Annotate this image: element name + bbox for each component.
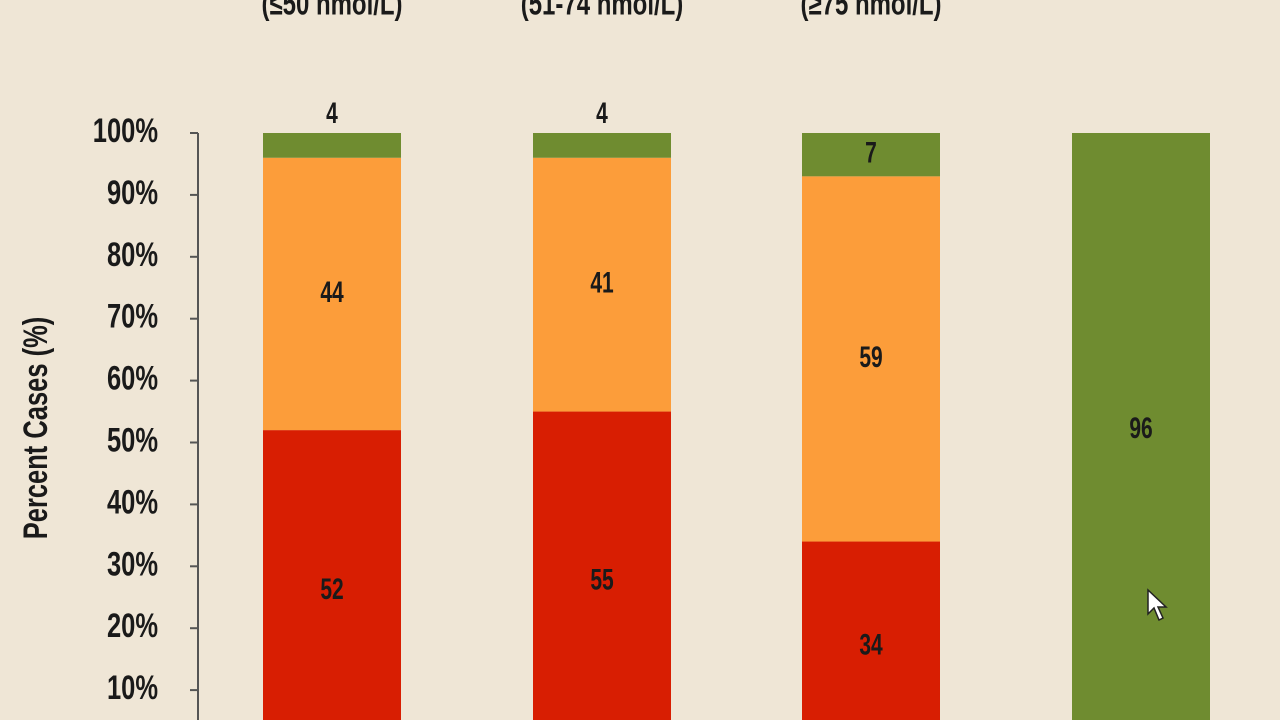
y-tick-label: 50% — [107, 422, 158, 459]
data-label: 55 — [590, 564, 613, 596]
data-label: 7 — [865, 137, 877, 169]
bar-segment — [263, 430, 401, 720]
bar-segment — [533, 133, 671, 158]
data-label: 4 — [326, 97, 338, 129]
bar-segment — [802, 176, 940, 542]
bar-segment — [802, 541, 940, 720]
data-label: 96 — [1129, 413, 1152, 445]
bar-segment — [533, 157, 671, 412]
cursor — [1147, 588, 1168, 622]
data-label: 34 — [859, 629, 883, 661]
bar-segment — [1072, 133, 1210, 720]
y-tick-label: 80% — [107, 236, 158, 273]
y-tick-label: 40% — [107, 484, 158, 521]
category-label: (51-74 nmol/L) — [521, 0, 684, 21]
data-label: 41 — [590, 267, 613, 299]
bar-segment — [263, 157, 401, 431]
data-label: 4 — [596, 97, 608, 129]
data-label: 59 — [859, 341, 882, 373]
y-tick-label: 20% — [107, 608, 158, 645]
y-tick-label: 10% — [107, 670, 158, 707]
y-tick-label: 60% — [107, 360, 158, 397]
y-tick-label: 90% — [107, 174, 158, 211]
category-label: (≥75 nmol/L) — [800, 0, 941, 21]
category-label: (≤50 nmol/L) — [261, 0, 402, 21]
bar-segment — [533, 411, 671, 720]
bar-segment — [263, 133, 401, 158]
data-label: 44 — [320, 276, 344, 308]
data-label: 52 — [320, 574, 343, 606]
y-axis-label: Percent Cases (%) — [18, 317, 55, 539]
y-tick-label: 100% — [93, 113, 158, 150]
y-tick-label: 70% — [107, 298, 158, 335]
plot: 10% 20% 30% 40% 50% 60% 70% 80% 90% 100% (≤50 nmol… — [93, 0, 1210, 720]
y-tick-label: 30% — [107, 546, 158, 583]
bar-segment — [802, 133, 940, 177]
